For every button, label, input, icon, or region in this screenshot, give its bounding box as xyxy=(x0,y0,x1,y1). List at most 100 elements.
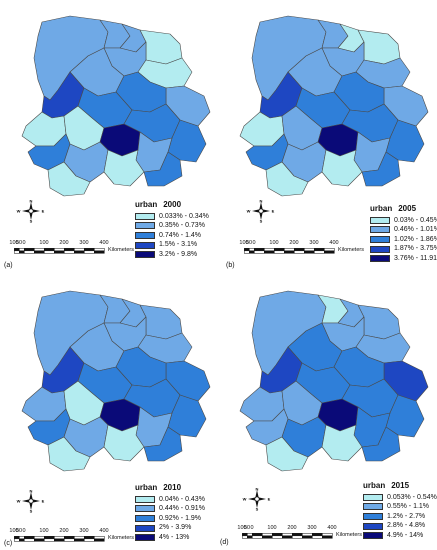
legend-swatch xyxy=(363,513,383,521)
compass-letter: W xyxy=(243,497,247,502)
legend-label: 1.02% - 1.86% xyxy=(394,235,437,243)
map-region xyxy=(265,161,309,197)
legend-label: 4.9% - 14% xyxy=(387,531,424,539)
legend-title: urban 2000 xyxy=(135,200,182,209)
scale-tick-label: 50 xyxy=(15,528,23,534)
scale-bar-graphic xyxy=(242,533,333,539)
scale-tick-label: 300 xyxy=(309,240,319,246)
north-arrow-icon: N S W E xyxy=(17,199,45,224)
legend-entry: 1.02% - 1.86% xyxy=(370,235,437,245)
legend-swatch xyxy=(135,534,155,542)
legend-swatch xyxy=(135,212,155,220)
scale-unit: Kilometers xyxy=(338,247,364,253)
choropleth-map xyxy=(21,15,211,197)
compass-letter: S xyxy=(256,507,259,512)
scale-tick-label: 100 xyxy=(39,240,49,246)
north-arrow-icon: N S W E xyxy=(247,199,275,224)
legend-label: 2.8% - 4.8% xyxy=(387,522,426,530)
legend-title: urban 2015 xyxy=(363,481,410,490)
scale-tick-label: 200 xyxy=(59,528,69,534)
scale-tick-label: 50 xyxy=(15,240,23,246)
scale-tick-label: 400 xyxy=(327,525,337,531)
scale-tick-label: 50 xyxy=(245,240,253,246)
legend-label: 0.03% - 0.45% xyxy=(394,216,437,224)
legend-label: 1.5% - 3.1% xyxy=(159,241,198,249)
choropleth-map xyxy=(21,290,211,472)
legend: urban 2015 0.053% - 0.54% 0.55% - 1.1% 1.2%… xyxy=(363,481,437,541)
scale-tick-label: 200 xyxy=(287,525,297,531)
legend-swatch xyxy=(370,216,390,224)
legend-entry: 0.033% - 0.34% xyxy=(135,212,209,222)
legend: urban 2005 0.03% - 0.45% 0.46% - 1.01% 1.02… xyxy=(370,204,437,264)
legend-entry: 0.35% - 0.73% xyxy=(135,221,209,231)
legend-swatch xyxy=(135,495,155,503)
scale-tick-label: 0 xyxy=(252,240,256,246)
legend-label: 4% - 13% xyxy=(159,533,190,541)
scale-tick-label: 300 xyxy=(79,528,89,534)
legend-entry: 4.9% - 14% xyxy=(363,531,437,541)
legend-label: 0.44% - 0.91% xyxy=(159,505,205,513)
legend-label: 0.55% - 1.1% xyxy=(387,503,430,511)
scale-tick-label: 0 xyxy=(22,240,26,246)
panel-label: (d) xyxy=(220,539,229,546)
compass-letter: N xyxy=(30,199,33,204)
legend-entry: 0.74% - 1.4% xyxy=(135,231,209,241)
scale-tick-label: 100 xyxy=(9,528,19,534)
scale-tick-label: 400 xyxy=(99,528,109,534)
map-region xyxy=(139,304,183,340)
scale-tick-label: 400 xyxy=(329,240,339,246)
legend-entry: 0.55% - 1.1% xyxy=(363,502,437,512)
legend-label: 0.033% - 0.34% xyxy=(159,212,209,220)
scale-tick-label: 400 xyxy=(99,240,109,246)
compass-letter: W xyxy=(17,209,21,214)
compass-letter: E xyxy=(42,499,45,504)
choropleth-map xyxy=(239,290,429,472)
legend-swatch xyxy=(363,503,383,511)
legend-entry: 3.2% - 9.8% xyxy=(135,250,209,260)
scale-tick-label: 200 xyxy=(289,240,299,246)
legend-entry: 1.87% - 3.75% xyxy=(370,244,437,254)
scale-tick-label: 300 xyxy=(307,525,317,531)
legend-label: 2% - 3.9% xyxy=(159,524,192,532)
scale-tick-label: 0 xyxy=(22,528,26,534)
panel-label: (b) xyxy=(226,262,235,269)
legend-entry: 2% - 3.9% xyxy=(135,523,205,533)
legend-entry: 0.46% - 1.01% xyxy=(370,225,437,235)
map-region xyxy=(47,161,91,197)
legend-entry: 0.053% - 0.54% xyxy=(363,493,437,503)
legend-entry: 2.8% - 4.8% xyxy=(363,521,437,531)
legend-label: 3.76% - 11.91% xyxy=(394,254,437,262)
legend-swatch xyxy=(135,251,155,259)
compass-letter: N xyxy=(256,487,259,492)
legend-swatch xyxy=(135,515,155,523)
scale-bar-graphic xyxy=(14,248,105,254)
legend-swatch xyxy=(363,493,383,501)
compass-letter: N xyxy=(30,489,33,494)
map-region xyxy=(265,436,309,472)
legend-label: 0.053% - 0.54% xyxy=(387,493,437,501)
legend-label: 0.74% - 1.4% xyxy=(159,231,202,239)
north-arrow-icon: N S W E xyxy=(243,487,271,512)
legend-entry: 4% - 13% xyxy=(135,533,205,543)
scale-tick-label: 0 xyxy=(250,525,254,531)
map-region xyxy=(143,151,183,187)
legend: urban 2000 0.033% - 0.34% 0.35% - 0.73% 0.7… xyxy=(135,200,209,260)
legend-entry: 0.04% - 0.43% xyxy=(135,495,205,505)
scale-unit: Kilometers xyxy=(336,532,362,538)
compass-letter: S xyxy=(30,509,33,514)
legend-label: 0.92% - 1.9% xyxy=(159,514,202,522)
map-region xyxy=(139,29,183,65)
legend-swatch xyxy=(370,226,390,234)
legend-title: urban 2010 xyxy=(135,483,182,492)
scale-tick-label: 100 xyxy=(9,240,19,246)
legend-swatch xyxy=(135,505,155,513)
legend-entry: 3.76% - 11.91% xyxy=(370,254,437,264)
compass-letter: E xyxy=(42,209,45,214)
legend: urban 2010 0.04% - 0.43% 0.44% - 0.91% 0.92… xyxy=(135,483,205,543)
north-arrow-icon: N S W E xyxy=(17,489,45,514)
legend-label: 1.2% - 2.7% xyxy=(387,512,426,520)
legend-title: urban 2005 xyxy=(370,204,417,213)
